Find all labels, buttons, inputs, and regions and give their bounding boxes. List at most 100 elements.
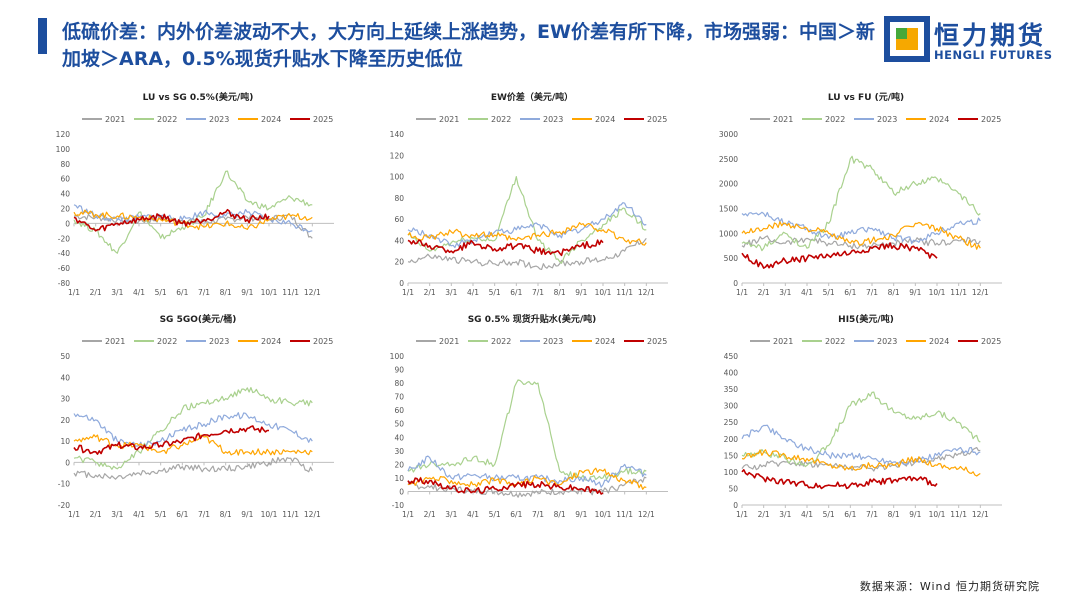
logo-mark-icon (884, 16, 930, 62)
y-tick-label: 250 (724, 418, 739, 427)
y-tick-label: 100 (724, 468, 739, 477)
y-tick-label: 1000 (719, 229, 738, 238)
chart-hi5: HI5(美元/吨) 2021 2022 2023 2024 2025 0 50 100 150 20… (710, 310, 1022, 530)
y-tick-label: 90 (394, 366, 404, 375)
x-tick-label: 1/1 (402, 288, 414, 297)
x-tick-label: 8/1 (220, 288, 232, 297)
x-tick-label: 9/1 (909, 288, 921, 297)
y-tick-label: 50 (60, 352, 70, 361)
y-tick-label: 450 (724, 352, 739, 361)
legend-label: 2022 (825, 115, 845, 124)
x-tick-label: 3/1 (111, 288, 123, 297)
x-tick-label: 10/1 (261, 510, 278, 519)
x-tick-label: 3/1 (111, 510, 123, 519)
legend-label: 2024 (929, 115, 949, 124)
x-tick-label: 12/1 (972, 510, 989, 519)
legend-label: 2022 (491, 115, 511, 124)
x-tick-label: 5/1 (823, 510, 835, 519)
data-source-note: 数据来源：Wind 恒力期货研究院 (859, 580, 1040, 593)
y-tick-label: 20 (394, 460, 404, 469)
series-line-2025 (407, 477, 604, 495)
x-tick-label: 5/1 (823, 288, 835, 297)
y-tick-label: 30 (394, 447, 404, 456)
x-tick-label: 9/1 (909, 510, 921, 519)
legend-label: 2023 (543, 115, 563, 124)
x-tick-label: 6/1 (176, 288, 188, 297)
series-line-2021 (407, 237, 647, 270)
chart-title: SG 5GO(美元/桶) (160, 313, 237, 325)
y-tick-label: 400 (724, 369, 739, 378)
x-tick-label: 11/1 (950, 288, 967, 297)
series-line-2022 (407, 176, 647, 264)
x-tick-label: 10/1 (595, 510, 612, 519)
y-tick-label: 300 (724, 402, 739, 411)
x-tick-label: 7/1 (532, 288, 544, 297)
series-line-2023 (407, 202, 647, 249)
y-tick-label: -10 (58, 480, 70, 489)
x-tick-label: 12/1 (638, 510, 655, 519)
y-tick-label: -10 (392, 501, 404, 510)
logo-chinese-name: 恒力期货 (934, 21, 1047, 50)
x-tick-label: 10/1 (929, 288, 946, 297)
series-line-2023 (741, 424, 981, 466)
chart-svg: HI5(美元/吨) 2021 2022 2023 2024 2025 0 50 100 150 20… (724, 313, 1002, 519)
y-tick-label: 100 (390, 352, 405, 361)
legend-label: 2023 (877, 115, 897, 124)
series-line-2021 (407, 476, 647, 498)
x-tick-label: 1/1 (736, 510, 748, 519)
series-line-2021 (73, 456, 313, 480)
series-line-2025 (73, 425, 269, 455)
x-tick-label: 12/1 (972, 288, 989, 297)
x-tick-label: 5/1 (155, 288, 167, 297)
y-tick-label: 3000 (719, 130, 738, 139)
legend-label: 2023 (209, 337, 229, 346)
x-tick-label: 1/1 (68, 288, 80, 297)
x-tick-label: 4/1 (467, 510, 479, 519)
x-tick-label: 2/1 (758, 510, 770, 519)
chart-ew-spread: EW价差（美元/吨） 2021 2022 2023 2024 2025 0 20 40 60 80 1… (376, 88, 688, 308)
y-tick-label: 200 (724, 435, 739, 444)
series-line-2023 (407, 455, 647, 488)
legend-label: 2024 (595, 115, 615, 124)
x-tick-label: 11/1 (616, 288, 633, 297)
x-tick-label: 3/1 (779, 288, 791, 297)
x-tick-label: 2/1 (90, 510, 102, 519)
y-tick-label: 10 (60, 437, 70, 446)
y-tick-label: 20 (60, 205, 70, 214)
series-line-2024 (741, 221, 981, 250)
series-line-2022 (741, 155, 981, 252)
x-tick-label: 12/1 (638, 288, 655, 297)
y-tick-label: 100 (390, 173, 405, 182)
y-tick-label: -40 (58, 249, 70, 258)
chart-sg-5go: SG 5GO(美元/桶) 2021 2022 2023 2024 2025 -20 -10 0 1… (42, 310, 354, 530)
y-tick-label: 0 (399, 279, 404, 288)
x-tick-label: 10/1 (261, 288, 278, 297)
x-tick-label: 10/1 (929, 510, 946, 519)
legend-label: 2024 (261, 115, 281, 124)
legend-label: 2025 (313, 337, 333, 346)
x-tick-label: 2/1 (424, 288, 436, 297)
chart-svg: SG 0.5% 现货升贴水(美元/吨) 2021 2022 2023 2024 2025 -… (390, 313, 668, 519)
series-line-2022 (73, 170, 313, 254)
x-tick-label: 1/1 (736, 288, 748, 297)
y-tick-label: 40 (60, 190, 70, 199)
legend-label: 2024 (595, 337, 615, 346)
logo-english-name: HENGLI FUTURES (934, 48, 1053, 62)
x-tick-label: 4/1 (133, 288, 145, 297)
legend-label: 2023 (209, 115, 229, 124)
chart-svg: SG 5GO(美元/桶) 2021 2022 2023 2024 2025 -20 -10 0 1… (58, 313, 334, 519)
x-tick-label: 7/1 (198, 510, 210, 519)
y-tick-label: 150 (724, 451, 739, 460)
x-tick-label: 10/1 (595, 288, 612, 297)
y-tick-label: 40 (60, 373, 70, 382)
y-tick-label: 0 (399, 487, 404, 496)
page-title: 低硫价差：内外价差波动不大，大方向上延续上涨趋势，EW价差有所下降，市场强弱：中… (62, 21, 875, 70)
x-tick-label: 4/1 (133, 510, 145, 519)
y-tick-label: -60 (58, 264, 70, 273)
series-line-2023 (73, 412, 313, 449)
title-accent-bar (38, 18, 47, 54)
chart-sg-spot-premium: SG 0.5% 现货升贴水(美元/吨) 2021 2022 2023 2024 2025 -… (376, 310, 688, 530)
legend-label: 2021 (105, 337, 125, 346)
x-tick-label: 2/1 (424, 510, 436, 519)
x-tick-label: 5/1 (155, 510, 167, 519)
